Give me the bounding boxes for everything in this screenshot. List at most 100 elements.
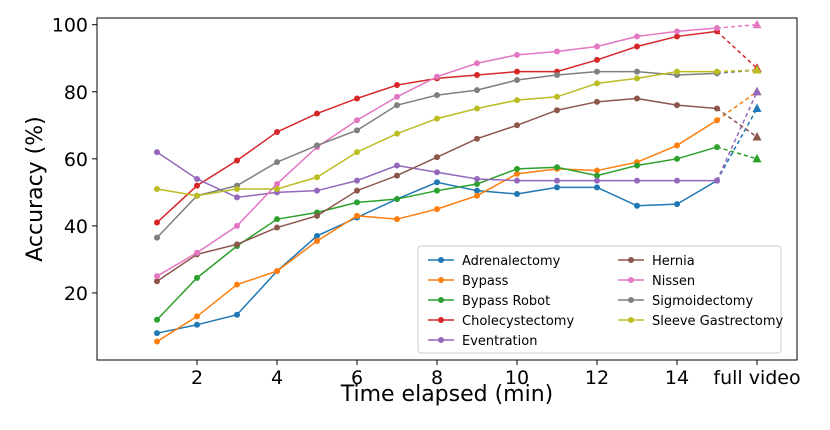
point-nissen-15 — [714, 25, 720, 32]
legend-frame — [417, 245, 782, 354]
point-cholecystectomy-3 — [234, 157, 240, 164]
legend-label-adrenalectomy: Adrenalectomy — [462, 254, 561, 269]
point-bypass-1 — [154, 338, 160, 345]
legend: Adrenalectomy Bypass Bypass Robot Cholecyst… — [417, 245, 784, 354]
point-bypass-10 — [514, 170, 520, 177]
point-adrenalectomy-14 — [674, 201, 680, 208]
point-sleeve-gastrectomy-3 — [234, 186, 240, 192]
full-video-connector-cholecystectomy — [716, 30, 758, 69]
point-bypass-robot-7 — [394, 196, 400, 203]
point-sigmoidectomy-1 — [154, 234, 160, 241]
point-sigmoidectomy-5 — [314, 142, 320, 149]
point-cholecystectomy-1 — [154, 219, 160, 226]
point-cholecystectomy-2 — [194, 182, 200, 189]
point-cholecystectomy-4 — [274, 129, 280, 135]
point-sleeve-gastrectomy-2 — [194, 192, 200, 199]
point-bypass-2 — [194, 313, 200, 320]
point-nissen-2 — [194, 249, 200, 256]
series-line-cholecystectomy — [156, 30, 718, 224]
point-eventration-11 — [554, 177, 560, 184]
point-cholecystectomy-14 — [674, 33, 680, 40]
y-tick-label: 20 — [64, 283, 88, 305]
legend-marker-adrenalectomy — [438, 257, 444, 263]
point-eventration-10 — [514, 177, 520, 184]
point-cholecystectomy-12 — [594, 56, 600, 63]
point-adrenalectomy-12 — [594, 184, 600, 191]
legend-label-sigmoidectomy: Sigmoidectomy — [652, 294, 753, 309]
point-bypass-robot-4 — [274, 216, 280, 223]
point-bypass-7 — [394, 216, 400, 223]
point-sigmoidectomy-6 — [354, 127, 360, 134]
point-adrenalectomy-11 — [554, 184, 560, 191]
point-sleeve-gastrectomy-14 — [674, 68, 680, 75]
point-cholecystectomy-5 — [314, 110, 320, 117]
point-sleeve-gastrectomy-15 — [714, 68, 720, 75]
x-tick-label: 2 — [191, 367, 203, 389]
point-sigmoidectomy-8 — [434, 92, 440, 99]
x-axis-title: Time elapsed (min) — [340, 382, 554, 407]
point-sigmoidectomy-7 — [394, 102, 400, 109]
point-sleeve-gastrectomy-11 — [554, 93, 560, 100]
point-eventration-8 — [434, 169, 440, 176]
point-hernia-12 — [594, 98, 600, 105]
series-line-nissen — [156, 27, 718, 277]
point-sleeve-gastrectomy-7 — [394, 130, 400, 137]
point-hernia-3 — [234, 241, 240, 248]
point-hernia-4 — [274, 224, 280, 231]
point-bypass-12 — [594, 167, 600, 174]
point-sleeve-gastrectomy-4 — [274, 186, 280, 192]
x-tick-label: 14 — [665, 367, 689, 389]
point-cholecystectomy-6 — [354, 95, 360, 102]
point-bypass-robot-1 — [154, 316, 160, 323]
point-nissen-7 — [394, 93, 400, 100]
point-bypass-5 — [314, 237, 320, 244]
point-nissen-11 — [554, 48, 560, 55]
point-sigmoidectomy-13 — [634, 68, 640, 75]
point-nissen-10 — [514, 51, 520, 58]
plot-frame — [96, 17, 798, 361]
point-nissen-8 — [434, 73, 440, 80]
legend-marker-bypass-robot — [438, 297, 444, 303]
full-video-connector-adrenalectomy — [716, 108, 758, 181]
point-adrenalectomy-3 — [234, 311, 240, 318]
point-sleeve-gastrectomy-5 — [314, 174, 320, 181]
full-video-marker-adrenalectomy — [752, 103, 762, 113]
y-tick-label: 100 — [52, 15, 88, 37]
point-hernia-8 — [434, 154, 440, 161]
x-tick-label: 12 — [585, 367, 609, 389]
point-cholecystectomy-10 — [514, 68, 520, 75]
legend-label-hernia: Hernia — [652, 254, 695, 269]
y-tick-label: 40 — [64, 216, 88, 238]
point-sigmoidectomy-9 — [474, 87, 480, 94]
point-adrenalectomy-10 — [514, 191, 520, 198]
point-adrenalectomy-5 — [314, 232, 320, 239]
legend-marker-nissen — [628, 277, 634, 283]
point-eventration-5 — [314, 187, 320, 194]
point-bypass-4 — [274, 268, 280, 275]
legend-marker-hernia — [628, 257, 634, 263]
point-bypass-robot-2 — [194, 274, 200, 281]
point-bypass-robot-10 — [514, 165, 520, 172]
point-nissen-12 — [594, 43, 600, 50]
point-nissen-9 — [474, 60, 480, 67]
point-bypass-6 — [354, 212, 360, 219]
full-video-connector-bypass-robot — [716, 146, 758, 160]
full-video-marker-bypass-robot — [752, 153, 762, 163]
legend-marker-eventration — [438, 337, 444, 343]
legend-marker-bypass — [438, 277, 444, 283]
full-video-marker-sleeve-gastrectomy — [752, 64, 762, 74]
point-cholecystectomy-7 — [394, 82, 400, 89]
point-bypass-robot-9 — [474, 180, 480, 187]
point-bypass-robot-13 — [634, 162, 640, 169]
full-video-connector-bypass — [716, 91, 758, 121]
legend-label-sleeve-gastrectomy: Sleeve Gastrectomy — [652, 314, 784, 329]
point-sleeve-gastrectomy-1 — [154, 186, 160, 192]
point-sleeve-gastrectomy-12 — [594, 80, 600, 87]
full-video-connector-sigmoidectomy — [716, 69, 758, 75]
point-adrenalectomy-2 — [194, 321, 200, 328]
point-bypass-robot-14 — [674, 155, 680, 162]
y-tick-label: 80 — [64, 82, 88, 104]
point-hernia-13 — [634, 95, 640, 102]
x-tick-label: 8 — [431, 367, 443, 389]
point-sleeve-gastrectomy-10 — [514, 97, 520, 104]
